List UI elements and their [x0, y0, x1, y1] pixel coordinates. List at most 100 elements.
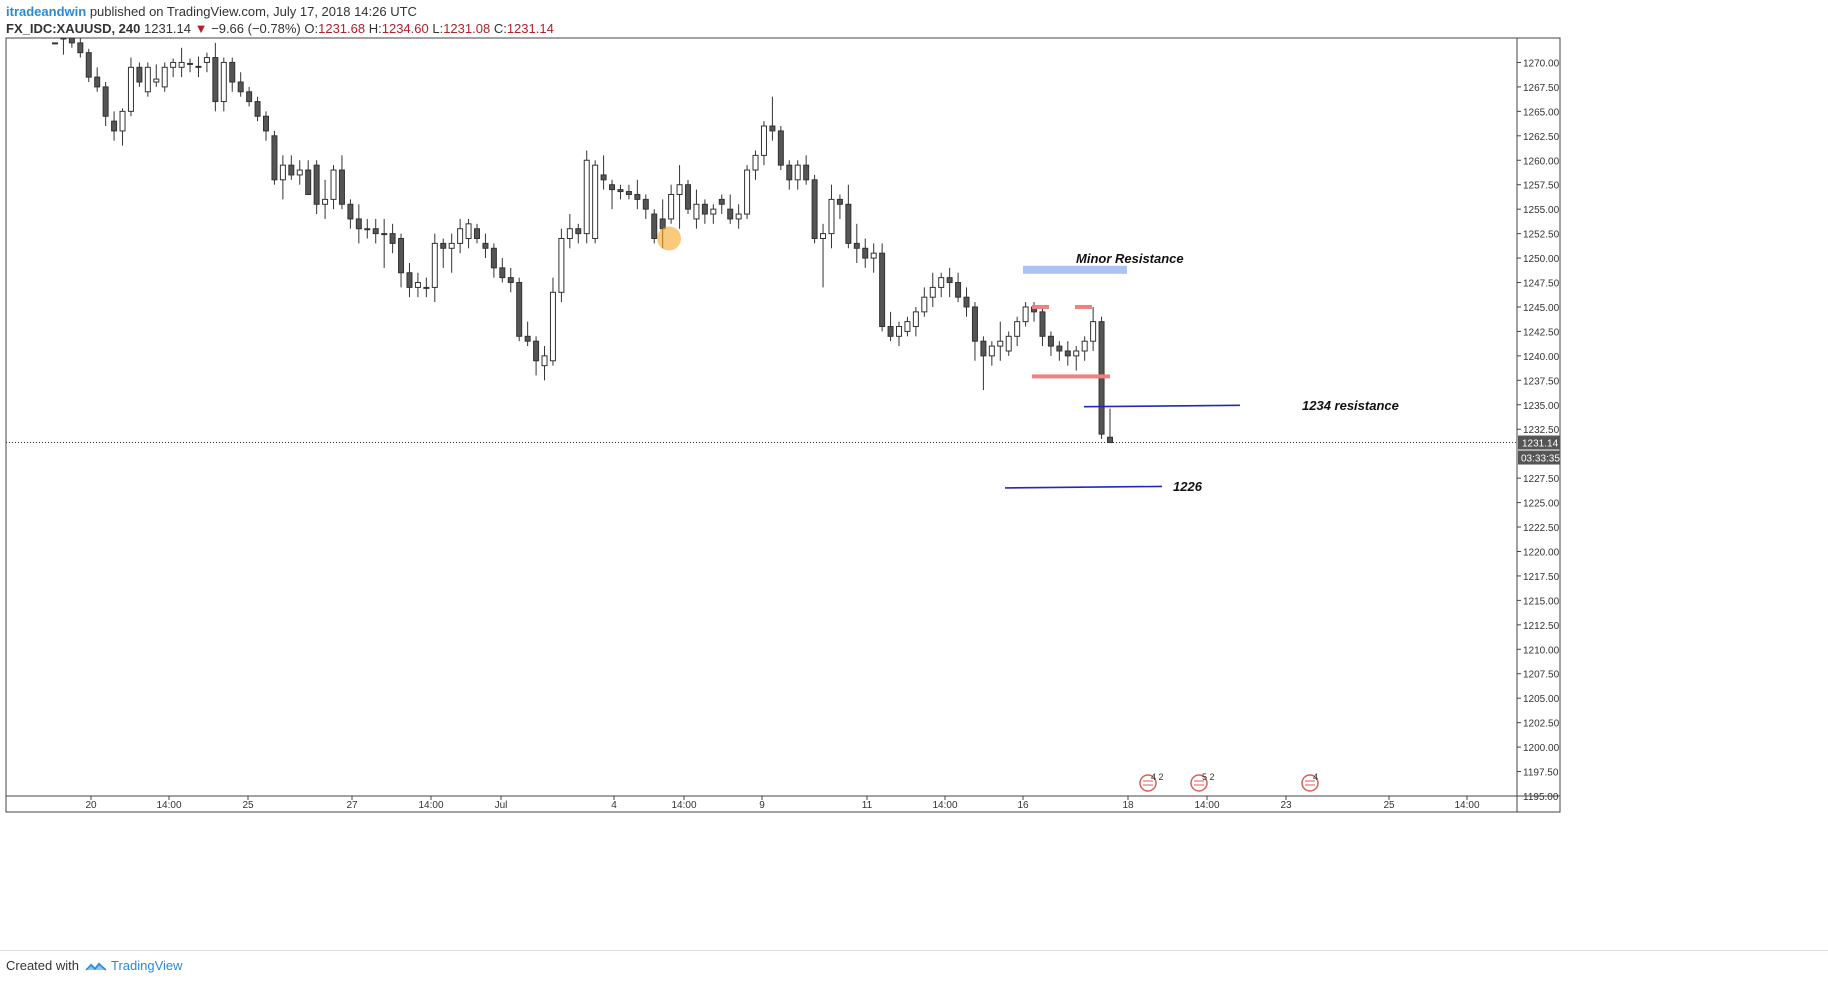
candle	[279, 155, 286, 200]
x-tick-label: 4	[611, 800, 617, 811]
candle	[263, 111, 269, 141]
candle-body	[440, 242, 447, 249]
candle	[524, 321, 531, 347]
candle	[195, 56, 202, 78]
last-price: 1231.14	[144, 21, 191, 36]
candle	[296, 160, 303, 185]
candle	[178, 47, 185, 78]
y-tick-label: 1217.50	[1523, 572, 1560, 583]
candle	[811, 174, 818, 244]
candle	[735, 204, 742, 229]
candle-body	[609, 184, 616, 191]
candle-body	[136, 66, 143, 83]
candle	[60, 37, 67, 55]
candle-body	[997, 340, 1004, 347]
y-tick-label: 1207.50	[1523, 670, 1560, 681]
us-event-flag-icon[interactable]	[1139, 774, 1157, 792]
candle-body	[153, 78, 160, 83]
low-value: 1231.08	[443, 21, 491, 36]
us-event-flag-icon[interactable]	[1301, 774, 1319, 792]
candle-body	[524, 335, 531, 342]
candle-body	[769, 125, 776, 132]
candle	[254, 96, 261, 122]
candle-body	[963, 296, 970, 308]
candle-body	[735, 213, 742, 220]
close-value: 1231.14	[506, 21, 554, 36]
candle	[625, 184, 632, 200]
candle	[558, 228, 565, 303]
candle-body	[220, 61, 227, 103]
candle	[676, 165, 683, 229]
candle	[271, 130, 278, 185]
y-tick-label: 1200.00	[1523, 743, 1560, 754]
candle-body	[1022, 306, 1029, 323]
open-label: O:	[304, 21, 319, 36]
candle-body	[803, 164, 810, 181]
y-tick-label: 1270.00	[1523, 58, 1560, 69]
y-tick-label: 1245.00	[1523, 303, 1560, 314]
author-link[interactable]: itradeandwin	[6, 4, 87, 19]
candle	[929, 272, 936, 307]
candle-body	[676, 184, 683, 195]
candle-body	[617, 189, 624, 193]
y-tick-label: 1202.50	[1523, 719, 1560, 730]
candle	[609, 179, 616, 210]
close-label: C:	[493, 21, 507, 36]
candle-body	[929, 286, 936, 298]
candle	[1005, 331, 1012, 356]
tradingview-brand-label: TradingView	[110, 958, 183, 973]
candle	[474, 223, 480, 244]
candle-body	[946, 277, 953, 284]
candle-body	[583, 159, 590, 235]
candle-body	[566, 228, 573, 240]
candle-body	[1090, 321, 1097, 342]
last-price-label: 1231.14	[1522, 439, 1559, 450]
countdown-label: 03:33:35	[1521, 454, 1560, 465]
candle	[102, 82, 109, 127]
candle-body	[482, 242, 489, 249]
open-value: 1231.68	[318, 21, 366, 36]
support-1226-label: 1226	[1173, 479, 1203, 494]
high-label: H:	[368, 21, 382, 36]
candle-body	[988, 345, 995, 357]
y-tick-label: 1240.00	[1523, 352, 1560, 363]
support-break-marker	[1032, 374, 1110, 379]
y-tick-label: 1250.00	[1523, 254, 1560, 265]
candle	[68, 37, 75, 48]
candle	[507, 267, 514, 293]
support-1226-line	[1004, 485, 1163, 489]
candle	[955, 272, 962, 303]
candle-body	[549, 291, 556, 362]
candle-body	[178, 61, 185, 68]
price-chart[interactable]: 1270.00 1267.50 1265.00 1262.50 1260.00 1257.…	[0, 0, 1828, 950]
candle	[701, 199, 708, 224]
candle	[744, 165, 751, 219]
candle	[997, 321, 1004, 361]
published-text: published on TradingView.com, July 17, 2…	[89, 4, 417, 19]
candle-body	[1014, 321, 1021, 337]
candle	[187, 58, 194, 73]
candle	[575, 223, 582, 244]
candle	[431, 233, 438, 303]
candle-body	[144, 66, 151, 93]
candle-body	[296, 169, 303, 176]
y-tick-label: 1212.50	[1523, 621, 1560, 632]
y-tick-label: 1215.00	[1523, 596, 1560, 607]
y-tick-label: 1257.50	[1523, 181, 1560, 192]
tradingview-brand[interactable]: TradingView	[85, 958, 183, 973]
x-tick-label: 14:00	[932, 800, 957, 811]
candle	[971, 302, 978, 361]
candle-body	[845, 203, 852, 244]
candle-body	[423, 286, 430, 289]
candle-body	[431, 242, 438, 288]
candle-body	[777, 130, 784, 166]
us-event-flag-icon[interactable]	[1190, 774, 1208, 792]
candle	[583, 150, 590, 244]
y-tick-label: 1237.50	[1523, 376, 1560, 387]
candle-body	[414, 282, 421, 288]
y-tick-label: 1260.00	[1523, 156, 1560, 167]
candle-body	[127, 66, 134, 112]
candle	[119, 108, 126, 146]
x-tick-label: Jul	[495, 800, 508, 811]
y-tick-label: 1220.00	[1523, 547, 1560, 558]
